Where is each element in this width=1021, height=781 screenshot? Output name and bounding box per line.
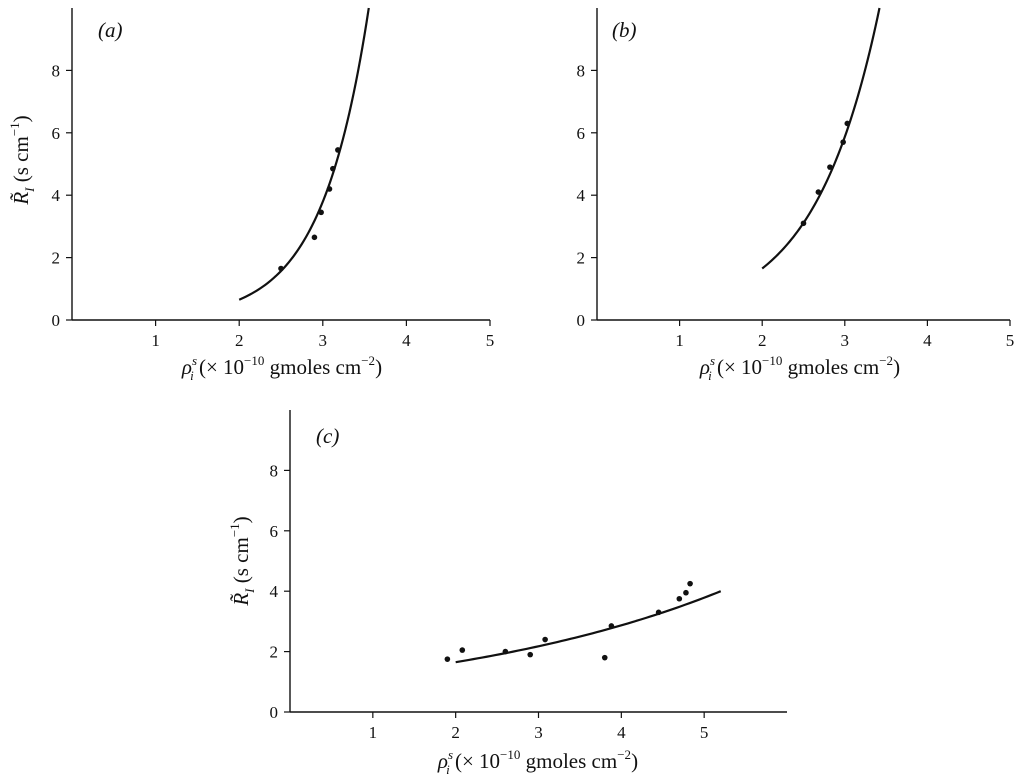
chart-panel-c: 1 2 3 4 5 0 2 4 6 8 (c) ρs i (× 10−10 gmoles cm−2) R̃…: [227, 410, 787, 777]
y-axis-title: R̃I (s cm−1): [7, 115, 37, 205]
x-tick-label: 5: [486, 331, 495, 350]
x-axis-title: ρs i (× 10−10 gmoles cm−2): [437, 747, 638, 777]
data-point: [311, 234, 318, 241]
y-tick-label: 6: [577, 124, 586, 143]
data-point: [676, 595, 683, 602]
chart-panel-a: 1 2 3 4 5 0 2 4 6 8 (a) ρs i (× 10−10 gmoles cm−2) R̃…: [7, 7, 495, 383]
x-tick-label: 2: [451, 723, 460, 742]
x-tick-label: 3: [319, 331, 328, 350]
x-axis-title: ρs i (× 10−10 gmoles cm−2): [699, 353, 900, 383]
y-tick-label: 4: [577, 186, 586, 205]
y-tick-label: 0: [52, 311, 61, 330]
y-tick-label: 0: [270, 703, 279, 722]
x-tick-label: 1: [151, 331, 160, 350]
y-tick-label: 4: [52, 186, 61, 205]
data-point: [601, 654, 608, 661]
x-axis-title: ρs i (× 10−10 gmoles cm−2): [181, 353, 382, 383]
chart-panel-b: 1 2 3 4 5 0 2 4 6 8 (b) ρs i (× 10−10 gmoles cm−2): [577, 7, 1015, 383]
panel-label: (c): [316, 424, 339, 448]
y-tick-label: 2: [577, 249, 586, 268]
y-tick-label: 8: [52, 61, 61, 80]
panel-label: (a): [98, 18, 123, 42]
data-point: [444, 656, 451, 662]
x-tick-label: 4: [402, 331, 411, 350]
y-tick-label: 6: [270, 522, 279, 541]
data-point: [459, 647, 466, 653]
x-tick-label: 5: [700, 723, 709, 742]
x-tick-label: 5: [1006, 331, 1015, 350]
x-tick-label: 4: [617, 723, 626, 742]
x-tick-label: 3: [841, 331, 850, 350]
x-tick-label: 1: [369, 723, 378, 742]
panel-label: (b): [612, 18, 637, 42]
data-point: [542, 636, 548, 643]
data-point: [683, 589, 689, 596]
y-axis-title: R̃I (s cm−1): [227, 516, 257, 606]
x-tick-label: 2: [758, 331, 767, 350]
x-tick-label: 1: [675, 331, 684, 350]
y-tick-label: 2: [270, 643, 279, 662]
data-point: [687, 580, 693, 587]
fit-curve: [455, 590, 722, 664]
y-tick-label: 8: [577, 61, 586, 80]
y-tick-label: 4: [270, 582, 279, 601]
x-tick-label: 2: [235, 331, 244, 350]
x-tick-label: 3: [534, 723, 543, 742]
y-tick-label: 8: [270, 461, 279, 480]
y-tick-label: 2: [52, 249, 61, 268]
y-tick-label: 0: [577, 311, 586, 330]
fit-curve: [761, 7, 881, 270]
x-tick-label: 4: [923, 331, 932, 350]
fit-curve: [238, 7, 370, 301]
y-tick-label: 6: [52, 124, 61, 143]
data-point: [527, 651, 534, 658]
